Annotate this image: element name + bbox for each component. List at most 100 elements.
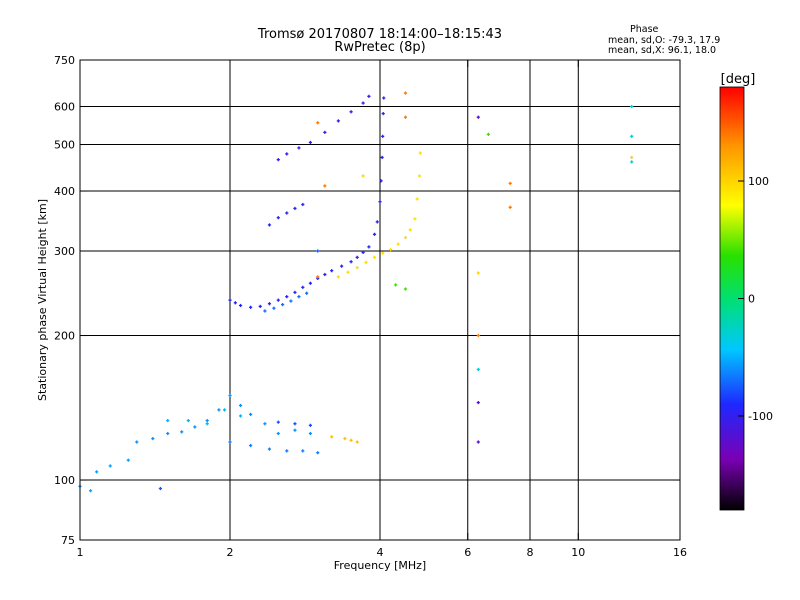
data-point: [375, 220, 379, 224]
data-point: [285, 449, 289, 453]
data-points: [78, 91, 634, 493]
data-point: [293, 206, 297, 211]
y-tick-label: 75: [61, 534, 75, 547]
data-point: [108, 464, 112, 468]
data-point: [316, 451, 320, 455]
data-point: [238, 414, 243, 418]
data-point: [381, 111, 385, 116]
data-point: [372, 232, 377, 236]
data-point: [630, 134, 634, 138]
data-point: [323, 184, 327, 188]
data-point: [346, 270, 350, 274]
data-point: [249, 443, 253, 448]
data-point: [361, 174, 365, 178]
y-tick-label: 500: [54, 139, 75, 152]
data-point: [263, 309, 267, 313]
data-point: [403, 235, 408, 240]
grid-lines: [80, 60, 680, 540]
phase-stats-x: mean, sd,X: 96.1, 18.0: [608, 45, 717, 56]
colorbar-tick-label: 0: [748, 293, 755, 306]
data-point: [381, 251, 385, 255]
data-point: [486, 132, 490, 136]
colorbar-label: [deg]: [721, 72, 756, 87]
data-point: [330, 435, 334, 439]
data-point: [301, 449, 305, 453]
data-point: [166, 418, 170, 423]
data-point: [476, 271, 480, 275]
data-point: [417, 174, 422, 178]
data-point: [413, 217, 417, 221]
data-point: [233, 301, 237, 305]
y-tick-label: 100: [54, 474, 75, 487]
data-point: [349, 110, 353, 114]
data-point: [180, 430, 184, 434]
data-point: [381, 134, 385, 138]
data-point: [630, 160, 634, 164]
chart-subtitle: RwPretec (8p): [334, 40, 426, 55]
data-point: [361, 250, 365, 255]
data-point: [205, 422, 209, 426]
data-point: [396, 242, 400, 246]
data-point: [379, 179, 383, 183]
data-point: [349, 260, 353, 264]
data-point: [276, 216, 280, 220]
x-tick-label: 4: [377, 546, 384, 559]
data-point: [158, 486, 163, 491]
phase-stats-o: mean, sd,O: -79.3, 17.9: [608, 35, 721, 46]
x-tick-label: 6: [464, 546, 471, 559]
data-point: [95, 470, 99, 474]
x-tick-label: 16: [673, 546, 687, 559]
data-point: [238, 303, 243, 308]
data-point: [476, 400, 480, 405]
chart-title: Tromsø 20170807 18:14:00–18:15:43: [257, 27, 503, 42]
data-point: [272, 306, 276, 310]
data-point: [476, 115, 480, 119]
data-point: [228, 298, 232, 302]
data-point: [403, 287, 408, 291]
colorbar-tick-label: -100: [748, 410, 773, 423]
x-tick-label: 1: [77, 546, 84, 559]
data-point: [205, 418, 209, 423]
data-point: [323, 130, 327, 134]
data-point: [380, 155, 384, 160]
data-point: [508, 205, 512, 209]
y-tick-label: 300: [54, 245, 75, 258]
data-point: [276, 431, 280, 436]
data-point: [285, 211, 289, 215]
data-point: [238, 403, 243, 408]
data-point: [355, 266, 359, 270]
data-point: [403, 115, 408, 119]
data-point: [308, 281, 313, 285]
data-point: [476, 367, 480, 372]
data-point: [289, 299, 293, 303]
data-point: [415, 197, 419, 201]
data-point: [293, 428, 297, 432]
colorbar-ticks: -100 0 100: [738, 175, 773, 423]
x-axis-label: Frequency [MHz]: [334, 559, 426, 572]
data-point: [367, 94, 371, 98]
data-point: [308, 140, 313, 145]
data-point: [276, 420, 280, 424]
x-tick-label: 2: [227, 546, 234, 559]
data-point: [193, 425, 197, 429]
data-point: [630, 104, 634, 109]
data-point: [382, 96, 386, 100]
y-tick-label: 400: [54, 185, 75, 198]
data-point: [293, 422, 297, 426]
data-point: [258, 304, 262, 309]
data-point: [340, 264, 344, 268]
data-point: [418, 151, 422, 155]
data-point: [630, 155, 634, 160]
x-tick-label: 10: [571, 546, 585, 559]
x-tick-label: 8: [527, 546, 534, 559]
y-tick-label: 600: [54, 101, 75, 114]
data-point: [301, 285, 305, 289]
data-point: [267, 223, 272, 227]
data-point: [297, 295, 301, 299]
data-point: [388, 248, 393, 252]
data-point: [355, 440, 359, 444]
data-point: [372, 255, 377, 259]
data-point: [308, 423, 313, 427]
data-point: [166, 431, 170, 436]
